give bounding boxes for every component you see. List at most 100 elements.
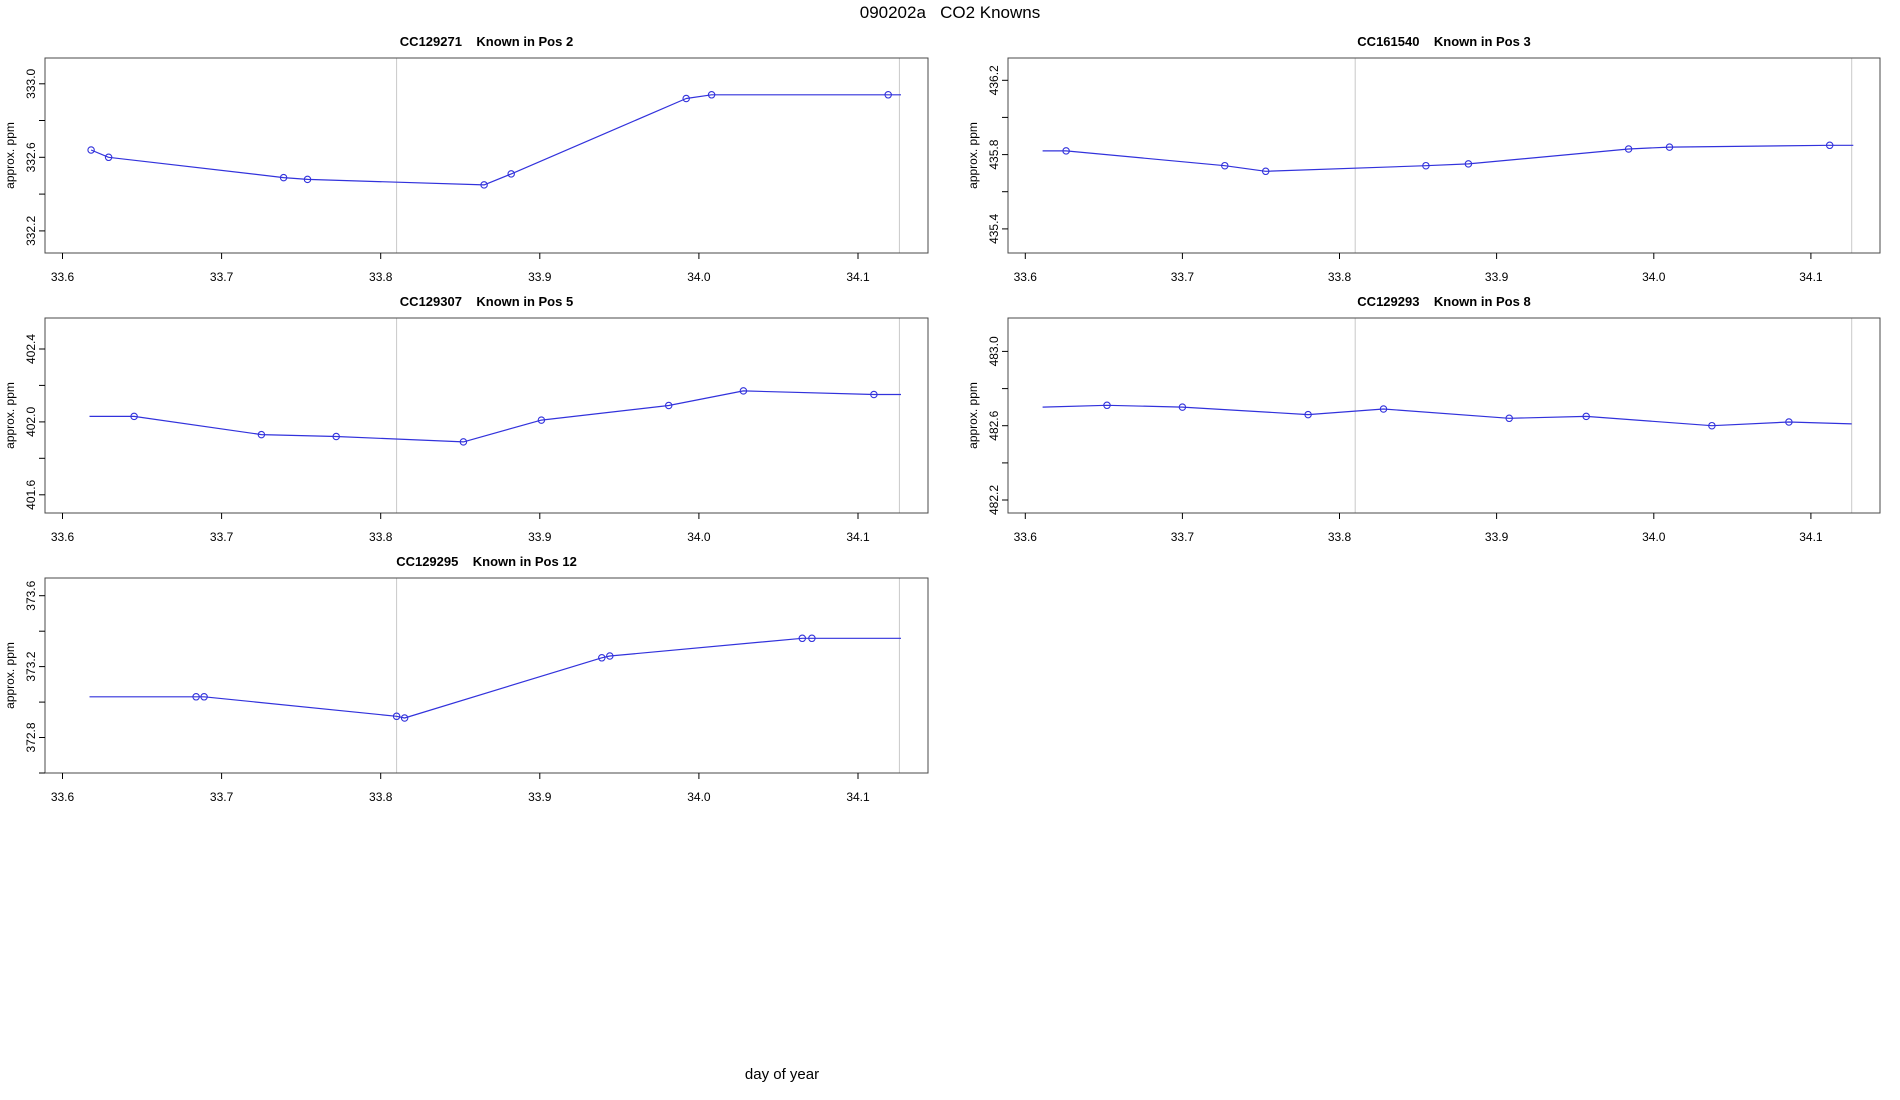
x-tick-label: 33.8 xyxy=(369,790,393,804)
y-tick-label: 435.4 xyxy=(987,214,1001,244)
y-tick-label: 332.2 xyxy=(24,216,38,246)
data-point-marker xyxy=(1708,421,1716,430)
x-tick-label: 33.7 xyxy=(1171,270,1195,284)
chart-panel-2: 33.6 33.7 33.8 33.9 34.0 34.1 436.2 435.8 435.4 C… xyxy=(966,34,1881,284)
data-point-marker xyxy=(200,693,208,701)
x-tick-label: 33.7 xyxy=(210,270,234,284)
data-point-marker xyxy=(332,432,340,441)
x-tick-label: 34.1 xyxy=(846,530,870,544)
chart-panel-4: 33.6 33.7 33.8 33.9 34.0 34.1 483.0 482.6 482.2 C… xyxy=(966,294,1881,544)
data-point-marker xyxy=(279,173,288,182)
x-tick-label: 33.9 xyxy=(528,270,552,284)
chart-panel-1: 33.6 33.7 33.8 33.9 34.0 34.1 333.0 332.6 332.2 C… xyxy=(3,34,929,284)
chart-panel-5: 33.6 33.7 33.8 33.9 34.0 34.1 373.6 373.2 372.8 C… xyxy=(3,554,929,804)
y-tick-label: 332.6 xyxy=(24,142,38,172)
data-point-marker xyxy=(537,416,546,424)
data-point-marker xyxy=(303,175,312,184)
x-tick-label: 33.9 xyxy=(528,790,552,804)
x-tick-label: 34.0 xyxy=(687,270,711,284)
x-tick-label: 33.6 xyxy=(51,790,75,804)
data-point-marker xyxy=(808,634,816,643)
data-point-marker xyxy=(480,181,488,189)
data-point-marker xyxy=(1582,412,1590,421)
data-point-marker xyxy=(1304,410,1312,419)
data-point-marker xyxy=(1379,405,1388,413)
y-tick-label: 435.8 xyxy=(987,139,1001,169)
data-point-marker xyxy=(104,153,113,162)
data-point-marker xyxy=(682,94,690,103)
panel-title: CC129295 Known in Pos 12 xyxy=(396,554,577,569)
plot-box xyxy=(44,57,929,254)
x-tick-label: 33.8 xyxy=(1328,530,1352,544)
x-tick-label: 33.6 xyxy=(1014,270,1038,284)
data-point-marker xyxy=(507,170,515,178)
x-tick-label: 33.8 xyxy=(369,270,393,284)
x-tick-label: 34.1 xyxy=(1799,270,1823,284)
data-point-marker xyxy=(707,91,716,99)
data-line xyxy=(1042,144,1854,172)
data-point-marker xyxy=(1261,167,1270,176)
chart-panel-3: 33.6 33.7 33.8 33.9 34.0 34.1 402.4 402.0 401.6 C… xyxy=(3,294,929,544)
data-point-marker xyxy=(884,91,892,99)
y-tick-label: 482.2 xyxy=(987,485,1001,515)
page-title: 090202a CO2 Knowns xyxy=(859,3,1041,22)
x-tick-label: 33.8 xyxy=(369,530,393,544)
data-line xyxy=(89,637,901,719)
y-axis-label: approx. ppm xyxy=(966,382,980,449)
panel-title: CC129293 Known in Pos 8 xyxy=(1357,294,1530,309)
data-point-marker xyxy=(1505,414,1513,423)
data-point-marker xyxy=(1624,145,1633,153)
data-point-marker xyxy=(459,438,468,446)
panel-title: CC161540 Known in Pos 3 xyxy=(1357,34,1530,49)
x-tick-label: 34.1 xyxy=(1799,530,1823,544)
y-axis-label: approx. ppm xyxy=(3,382,17,449)
x-tick-label: 33.6 xyxy=(51,270,75,284)
y-tick-label: 373.6 xyxy=(24,580,38,610)
x-tick-label: 34.0 xyxy=(687,790,711,804)
data-line xyxy=(1042,404,1852,427)
y-tick-label: 436.2 xyxy=(987,65,1001,95)
x-tick-label: 33.9 xyxy=(1485,270,1509,284)
data-point-marker xyxy=(1221,161,1229,170)
x-tick-label: 33.7 xyxy=(210,530,234,544)
data-point-marker xyxy=(130,412,138,421)
panel-title: CC129307 Known in Pos 5 xyxy=(400,294,573,309)
data-point-marker xyxy=(870,390,878,399)
data-point-marker xyxy=(257,430,266,439)
plot-box xyxy=(1007,317,1881,514)
y-tick-label: 402.4 xyxy=(24,334,38,364)
y-tick-label: 373.2 xyxy=(24,651,38,681)
data-point-marker xyxy=(1464,160,1473,168)
plot-box xyxy=(44,317,929,514)
x-tick-label: 33.7 xyxy=(1171,530,1195,544)
data-line xyxy=(90,94,901,186)
data-point-marker xyxy=(1178,403,1187,411)
plot-box xyxy=(1007,57,1881,254)
x-tick-label: 33.9 xyxy=(528,530,552,544)
plot-box xyxy=(44,577,929,774)
x-tick-label: 34.1 xyxy=(846,790,870,804)
data-point-marker xyxy=(1825,141,1834,150)
y-tick-label: 333.0 xyxy=(24,68,38,98)
y-tick-label: 401.6 xyxy=(24,479,38,509)
y-tick-label: 372.8 xyxy=(24,722,38,752)
data-point-marker xyxy=(1785,418,1793,426)
x-tick-label: 33.7 xyxy=(210,790,234,804)
data-point-marker xyxy=(664,401,673,410)
data-point-marker xyxy=(1422,161,1430,170)
x-tick-label: 33.6 xyxy=(1014,530,1038,544)
data-point-marker xyxy=(87,146,95,154)
y-tick-label: 402.0 xyxy=(24,407,38,437)
data-point-marker xyxy=(400,714,409,722)
y-axis-label: approx. ppm xyxy=(3,122,17,189)
data-line xyxy=(89,390,901,443)
x-tick-label: 33.9 xyxy=(1485,530,1509,544)
x-tick-label: 34.1 xyxy=(846,270,870,284)
y-axis-label: approx. ppm xyxy=(3,642,17,709)
data-point-marker xyxy=(798,634,807,643)
x-tick-label: 34.0 xyxy=(1642,530,1666,544)
data-point-marker xyxy=(1103,401,1111,410)
x-tick-label: 34.0 xyxy=(687,530,711,544)
y-axis-label: approx. ppm xyxy=(966,122,980,189)
